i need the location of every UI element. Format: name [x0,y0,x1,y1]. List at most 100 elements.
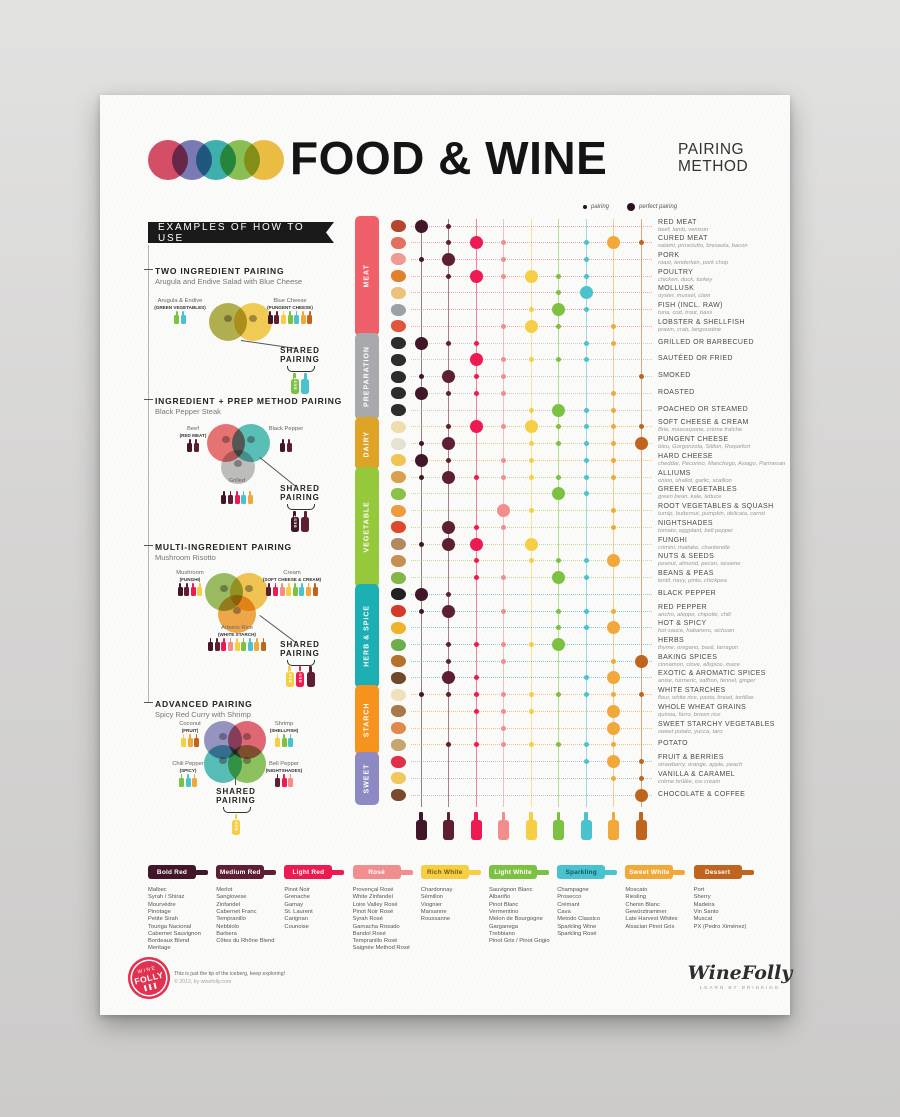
cow-icon [391,220,406,232]
wine-name: Prosecco [557,894,582,901]
wine-group-badge: Rosé [352,865,401,879]
subtitle-line-1: PAIRING [678,141,745,158]
bottle-neck [308,311,311,315]
pairing-dot [501,374,506,380]
pairing-dot [583,558,589,564]
white-bread-icon [391,688,406,701]
perfect-pairing-dot [469,420,483,434]
bottle-neck [242,638,245,642]
perfect-pairing-dot [524,269,538,283]
wine-bottle-icon [292,583,298,596]
perfect-pairing-dot [634,788,648,802]
food-row-sublabel: quinoa, farro, brown rice [658,711,721,718]
wine-name: Barbera [216,930,237,937]
ingredient-category-label: (FRUIT) [181,728,199,733]
wine-bottle-icon [273,583,278,596]
pairing-dot-icon [583,205,587,209]
herbs-icon [391,638,406,651]
logo-circle [244,140,284,180]
wine-column-bottle-icon [443,812,454,840]
bottle-body [281,737,287,747]
best-label: BEST [292,376,298,390]
grill-tools-icon [391,337,406,350]
bottle-neck [195,734,198,738]
ingredient-category-label: (SHELLFISH) [269,728,299,733]
food-row-sublabel: cinnamon, clove, allspice, mace [658,661,740,668]
wine-bottle-icon [286,583,292,596]
bottle-neck [283,774,285,778]
pairing-dot [583,441,589,447]
pairing-dot [528,642,534,647]
bottle-body [553,819,564,840]
wine-bottle-icon [180,311,186,324]
pairing-dot [501,742,506,748]
food-row-label: FRUIT & BERRIES [658,754,724,762]
pairing-dot [418,441,424,447]
bottle-neck [501,812,506,821]
wine-name: St. Laurent [284,908,313,915]
wine-name: Saignée Method Rosé [352,945,410,952]
bottle-body [174,314,180,324]
wine-group-name: Medium Red [219,868,261,876]
bottle-body [300,314,306,324]
ingredient-category-label: (WHITE STARCH) [218,632,256,637]
pairing-dot [583,675,589,681]
pairing-dot [583,357,589,363]
perfect-pairing-dot [442,370,455,384]
wine-name: Cava [557,908,571,915]
pairing-dot [638,424,644,430]
food-row-sublabel: sweet potato, yucca, taro [658,728,723,735]
pairing-dot [611,340,616,346]
bell-pepper-icon [243,757,251,764]
wine-column-bottle-icon [608,812,619,840]
wine-name: Bordeaux Blend [148,938,190,945]
food-row-sublabel: green bean, kale, lettuce [658,494,722,501]
category-band-starch: STARCH [355,684,379,755]
bottle-neck [249,491,252,495]
wine-name: Sauvignon Blanc [489,887,533,893]
wine-name: Late Harvest Whites [625,916,678,923]
wine-name: Madeira [693,901,715,908]
nuts-icon [391,554,406,567]
timer-icon [391,387,406,400]
wine-name: Roussanne [420,916,451,923]
wine-name: Mourvèdre [148,901,176,908]
wine-bottle-icon [178,774,184,787]
pairing-dot [418,256,424,262]
wine-bottle-icon [281,774,287,787]
pairing-dot [611,441,616,447]
pairing-dot [418,541,424,547]
bottle-body [498,819,509,840]
wine-bottle-icon [286,439,292,452]
food-row-label: PUNGENT CHEESE [658,436,729,444]
bottle-neck [236,638,238,642]
bottle-neck [309,666,312,673]
bottle-body [285,671,294,687]
bottle-neck [314,583,316,587]
bottle-neck [281,439,284,443]
pairing-dot [611,457,616,463]
pairing-dot [528,508,534,514]
wine-bottle-icon [254,638,260,651]
wine-name: Pinot Noir [284,887,310,893]
star-anise-icon [391,671,406,684]
shrimp-icon [243,733,251,740]
wine-group-name: Light White [494,868,532,876]
wine-bottle-icon [288,734,294,747]
pairing-dot [528,474,534,480]
pairing-dot [528,307,534,313]
wine-name: Syrah / Shiraz [148,894,185,901]
pairing-dot [501,608,506,614]
bottle-body [178,777,184,787]
category-band-label: HERB & SPICE [363,605,371,668]
spatula-icon [391,353,406,366]
food-row-label: ALLIUMS [658,469,691,477]
pairing-dot [473,340,479,346]
wine-bottle-icon [288,774,294,787]
bottle-neck [298,666,302,673]
pairing-dot [418,374,424,380]
pairing-dot [446,692,451,698]
wine-column-line [420,219,422,807]
pairing-dot [501,524,506,530]
bottle-neck [293,511,297,518]
